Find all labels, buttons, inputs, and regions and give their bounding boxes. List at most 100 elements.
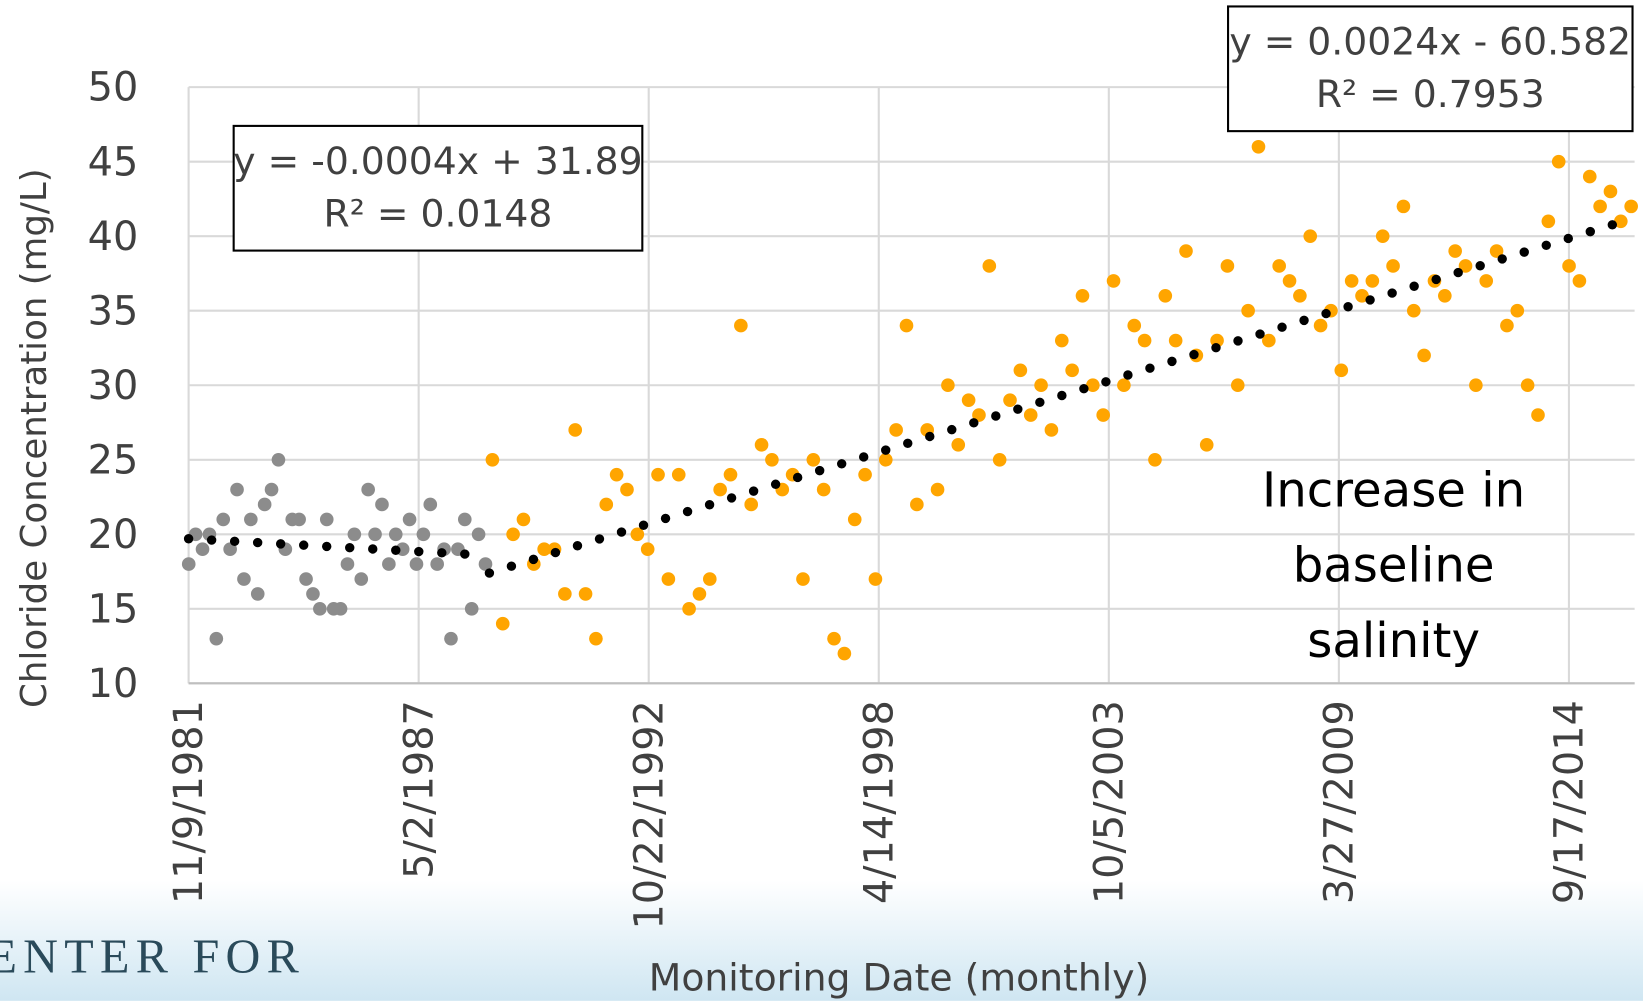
annotation-text: y = -0.0004x + 31.89 [233, 139, 642, 183]
data-point [982, 259, 997, 273]
annotation-text: y = 0.0024x - 60.582 [1229, 20, 1631, 64]
y-tick-label: 10 [88, 661, 139, 707]
annotation-box [1227, 5, 1634, 133]
x-tick-label: 4/14/1998 [856, 700, 902, 904]
data-point [244, 512, 258, 527]
data-point [181, 557, 196, 571]
data-point [1137, 333, 1152, 348]
data-point [495, 616, 510, 631]
data-point [609, 467, 624, 482]
data-point [1262, 333, 1276, 348]
data-point [299, 572, 313, 586]
data-point [1593, 199, 1607, 214]
data-point [796, 572, 810, 586]
data-point [692, 587, 707, 601]
y-axis-label: Chloride Concentration (mg/L) [14, 168, 55, 708]
data-point [1148, 452, 1162, 467]
y-tick-label: 50 [88, 65, 139, 111]
footer-band [0, 880, 1643, 1001]
x-tick-label: 9/17/2014 [1547, 700, 1593, 904]
data-point [402, 512, 417, 527]
data-point [237, 572, 251, 586]
data-point [1520, 378, 1535, 393]
data-point [1241, 303, 1255, 318]
data-point [599, 497, 614, 512]
data-point [1344, 274, 1359, 288]
annotation-text: R² = 0.7953 [1316, 72, 1545, 116]
data-point [1396, 199, 1411, 214]
data-point [1023, 408, 1038, 422]
data-point [930, 482, 945, 497]
data-point [1303, 229, 1318, 243]
data-point [516, 512, 531, 527]
data-point [537, 542, 551, 557]
data-point [661, 572, 676, 586]
data-point [1230, 378, 1245, 393]
data-point [1054, 333, 1069, 348]
data-point [899, 318, 914, 333]
data-point [464, 602, 479, 616]
data-point [702, 572, 717, 586]
data-point [1199, 438, 1214, 452]
data-point [430, 557, 444, 571]
data-point [257, 497, 272, 512]
data-point [1624, 199, 1638, 214]
data-point [1034, 378, 1048, 393]
data-point [754, 438, 769, 452]
data-point [910, 497, 924, 512]
data-point [1127, 318, 1142, 333]
data-point [306, 587, 320, 601]
data-point [1075, 288, 1090, 303]
annotation-text: Increase in [1262, 462, 1525, 518]
data-point [868, 572, 883, 586]
logo-text: ENTER FOR [0, 931, 305, 984]
x-tick-label: 5/2/1987 [396, 700, 442, 879]
data-point [347, 527, 362, 542]
data-point [1220, 259, 1235, 273]
data-point [1582, 169, 1597, 184]
data-point [340, 557, 355, 571]
data-point [1355, 288, 1369, 303]
data-point [765, 452, 779, 467]
data-point [816, 482, 831, 497]
y-tick-label: 20 [88, 512, 139, 558]
data-point [471, 527, 486, 542]
data-point [1044, 423, 1059, 437]
data-point [1313, 318, 1328, 333]
data-point [889, 423, 903, 437]
data-point [271, 452, 286, 467]
data-point [640, 542, 655, 557]
data-point [319, 512, 334, 527]
data-point [1458, 259, 1473, 273]
data-point [506, 527, 520, 542]
data-point [1065, 363, 1079, 378]
data-point [847, 512, 862, 527]
data-point [1272, 259, 1286, 273]
data-point [961, 393, 976, 407]
data-point [457, 512, 472, 527]
x-axis-label: Monitoring Date (monthly) [649, 955, 1150, 999]
data-point [806, 452, 821, 467]
data-point [354, 572, 369, 586]
y-tick-label: 45 [88, 139, 139, 185]
data-point [734, 318, 748, 333]
data-point [209, 631, 224, 646]
data-point [1179, 244, 1193, 258]
data-point [1096, 408, 1111, 422]
data-point [1386, 259, 1400, 273]
data-point [230, 482, 244, 497]
trendline [183, 534, 489, 560]
data-point [858, 467, 872, 482]
data-point [1551, 154, 1566, 169]
data-point [1282, 274, 1297, 288]
data-point [1479, 274, 1494, 288]
data-point [568, 423, 583, 437]
data-point [1500, 318, 1514, 333]
annotation-text: R² = 0.0148 [324, 191, 553, 235]
data-point [333, 602, 348, 616]
data-point [1106, 274, 1121, 288]
data-point [361, 482, 375, 497]
data-point [1365, 274, 1380, 288]
data-point [1489, 244, 1504, 258]
